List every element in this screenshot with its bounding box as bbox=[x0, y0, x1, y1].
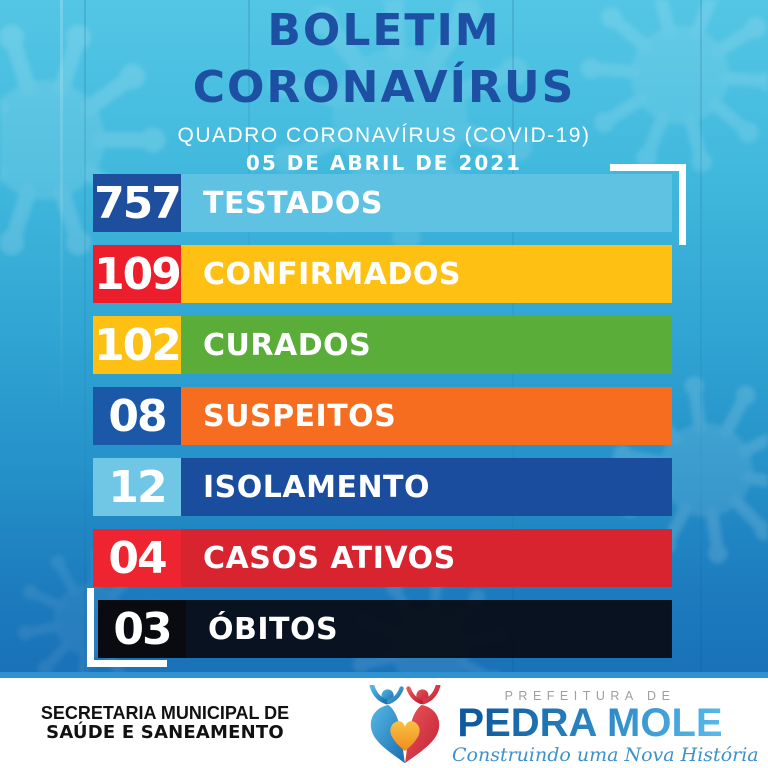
corner-bracket-top-right bbox=[610, 164, 686, 245]
stat-label: CONFIRMADOS bbox=[181, 245, 672, 303]
stat-row-casos-ativos: 04 CASOS ATIVOS bbox=[93, 529, 672, 587]
pedra-mole-logo: PREFEITURA DE PEDRA MOLE Construindo uma… bbox=[358, 678, 759, 768]
logo-tagline: Construindo uma Nova História bbox=[452, 744, 759, 766]
bulletin-subtitle: QUADRO CORONAVÍRUS (COVID-19) bbox=[177, 124, 591, 147]
logo-text: PREFEITURA DE PEDRA MOLE Construindo uma… bbox=[452, 678, 759, 766]
stat-row-curados: 102 CURADOS bbox=[93, 316, 672, 374]
stat-value: 757 bbox=[93, 174, 182, 232]
footer: SECRETARIA MUNICIPAL DE SAÚDE E SANEAMEN… bbox=[0, 678, 768, 768]
stat-row-confirmados: 109 CONFIRMADOS bbox=[93, 245, 672, 303]
department-line-2: SAÚDE E SANEAMENTO bbox=[46, 722, 284, 743]
logo-heart-people-icon bbox=[369, 685, 441, 764]
stat-value: 08 bbox=[93, 387, 181, 445]
bulletin-date: 05 DE ABRIL DE 2021 bbox=[245, 151, 523, 175]
corner-bracket-bottom-left bbox=[87, 588, 167, 667]
department-line-1: SECRETARIA MUNICIPAL DE bbox=[40, 703, 290, 723]
stat-label: SUSPEITOS bbox=[181, 387, 672, 445]
title-line-2: CORONAVÍRUS bbox=[192, 62, 576, 113]
stat-value: 102 bbox=[93, 316, 182, 374]
stat-value: 12 bbox=[93, 458, 181, 516]
stat-row-suspeitos: 08 SUSPEITOS bbox=[93, 387, 672, 445]
stat-label: ÓBITOS bbox=[186, 600, 672, 658]
bulletin-header: BOLETIM CORONAVÍRUS QUADRO CORONAVÍRUS (… bbox=[0, 0, 768, 175]
title-line-1: BOLETIM bbox=[267, 5, 501, 56]
stats-list: 757 TESTADOS 109 CONFIRMADOS 102 CURADOS… bbox=[93, 174, 672, 671]
stat-value: 109 bbox=[93, 245, 182, 303]
stat-label: ISOLAMENTO bbox=[181, 458, 672, 516]
stat-row-obitos: 03 ÓBITOS bbox=[98, 600, 672, 658]
footer-divider-strip bbox=[0, 672, 768, 678]
stat-value: 03 bbox=[98, 600, 186, 658]
logo-prefeitura-de: PREFEITURA DE bbox=[504, 689, 676, 703]
department-name: SECRETARIA MUNICIPAL DE SAÚDE E SANEAMEN… bbox=[30, 678, 300, 768]
stat-value: 04 bbox=[93, 529, 181, 587]
bulletin-title: BOLETIM CORONAVÍRUS bbox=[0, 0, 768, 116]
stat-row-isolamento: 12 ISOLAMENTO bbox=[93, 458, 672, 516]
stat-label: CURADOS bbox=[181, 316, 672, 374]
stat-label: TESTADOS bbox=[181, 174, 672, 232]
logo-city-name: PEDRA MOLE bbox=[452, 703, 728, 743]
stat-label: CASOS ATIVOS bbox=[181, 529, 672, 587]
stat-row-testados: 757 TESTADOS bbox=[93, 174, 672, 232]
